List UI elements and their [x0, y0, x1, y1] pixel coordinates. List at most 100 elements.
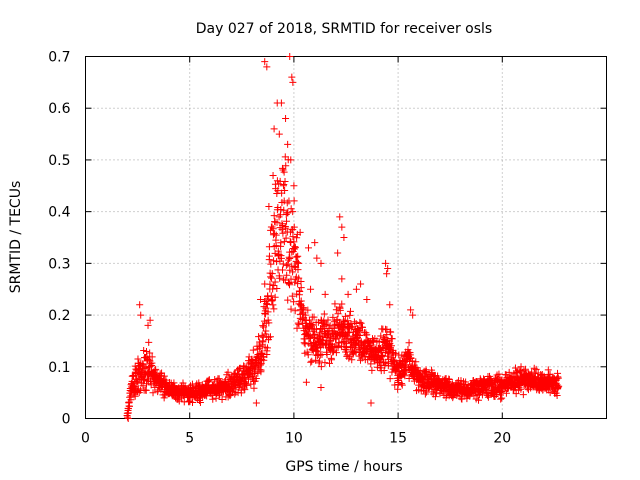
data-point: [140, 365, 148, 373]
data-point: [212, 394, 220, 402]
data-point: [125, 402, 133, 410]
data-point: [388, 335, 396, 343]
data-point: [554, 373, 562, 381]
data-point: [269, 225, 277, 233]
data-point: [280, 238, 288, 246]
data-point: [289, 208, 297, 216]
data-point: [252, 399, 260, 407]
data-point: [379, 344, 387, 352]
data-point: [209, 395, 217, 403]
data-point: [283, 199, 291, 207]
data-point: [282, 224, 290, 232]
data-point: [329, 313, 337, 321]
data-point: [124, 415, 132, 422]
data-point: [283, 271, 291, 279]
data-point: [290, 298, 298, 306]
data-point: [270, 282, 278, 290]
data-point: [137, 311, 145, 319]
data-point: [152, 365, 160, 373]
data-point: [351, 347, 359, 355]
data-point: [291, 307, 299, 315]
data-point: [407, 354, 415, 362]
data-point: [341, 312, 349, 320]
data-point: [283, 217, 291, 225]
data-point: [392, 349, 400, 357]
data-point: [267, 273, 275, 281]
data-point: [357, 319, 365, 327]
data-point: [260, 356, 268, 364]
data-point: [148, 353, 156, 361]
data-point: [282, 234, 290, 242]
data-point: [416, 367, 424, 375]
data-point: [386, 301, 394, 309]
data-point: [328, 356, 336, 364]
x-tick-label: 20: [493, 431, 511, 447]
data-point: [480, 375, 488, 383]
data-point: [146, 360, 154, 368]
data-point: [293, 253, 301, 261]
data-point: [394, 378, 402, 386]
data-point: [257, 296, 265, 304]
data-point: [401, 361, 409, 369]
data-point: [475, 396, 483, 404]
data-point: [304, 306, 312, 314]
data-point: [281, 153, 289, 161]
data-point: [142, 386, 150, 394]
y-tick-label: 0: [62, 412, 71, 428]
data-point: [497, 395, 505, 403]
data-point: [308, 357, 316, 365]
data-point: [277, 254, 285, 262]
data-point: [546, 370, 554, 378]
data-point: [287, 156, 295, 164]
data-point: [256, 361, 264, 369]
data-point: [315, 357, 323, 365]
data-point: [160, 372, 168, 380]
data-point: [406, 358, 414, 366]
data-point: [289, 268, 297, 276]
data-point: [270, 257, 278, 265]
chart-title: Day 027 of 2018, SRMTID for receiver osl…: [196, 21, 492, 37]
data-point: [280, 168, 288, 176]
data-point: [259, 322, 267, 330]
data-point: [263, 347, 271, 355]
data-point: [289, 233, 297, 241]
data-point: [290, 197, 298, 205]
data-point: [431, 393, 439, 401]
data-point: [363, 296, 371, 304]
y-axis-title: SRMTID / TECUs: [8, 181, 24, 294]
data-point: [344, 317, 352, 325]
data-point: [218, 395, 226, 403]
data-point: [294, 266, 302, 274]
data-point: [287, 305, 295, 313]
data-point: [261, 280, 269, 288]
data-point: [336, 213, 344, 221]
data-point: [250, 384, 258, 392]
data-point: [271, 218, 279, 226]
data-point: [302, 378, 310, 386]
data-point: [519, 391, 527, 399]
data-point: [277, 205, 285, 213]
data-point: [317, 383, 325, 391]
data-point: [139, 382, 147, 390]
data-point: [284, 296, 292, 304]
data-point: [294, 252, 302, 260]
data-point: [279, 182, 287, 190]
data-point: [265, 319, 273, 327]
data-point: [297, 277, 305, 285]
data-point: [296, 288, 304, 296]
data-point: [290, 263, 298, 271]
data-point: [307, 358, 315, 366]
data-point: [293, 324, 301, 332]
data-point: [346, 307, 354, 315]
data-point: [316, 329, 324, 337]
data-point: [398, 381, 406, 389]
data-point: [380, 366, 388, 374]
data-point: [151, 366, 159, 374]
data-point: [357, 280, 365, 288]
data-point: [398, 380, 406, 388]
data-point: [261, 58, 269, 66]
data-point: [231, 390, 239, 398]
data-point: [134, 355, 142, 363]
data-point: [282, 115, 290, 123]
data-point: [313, 254, 321, 262]
